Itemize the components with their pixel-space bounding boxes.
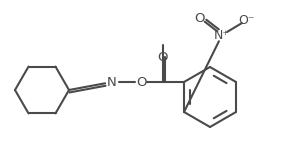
Text: O: O <box>137 75 147 89</box>
Text: N⁺: N⁺ <box>214 28 230 41</box>
Text: O⁻: O⁻ <box>239 14 255 26</box>
Text: O: O <box>158 51 168 63</box>
Text: O: O <box>195 12 205 24</box>
Text: N: N <box>107 75 117 89</box>
